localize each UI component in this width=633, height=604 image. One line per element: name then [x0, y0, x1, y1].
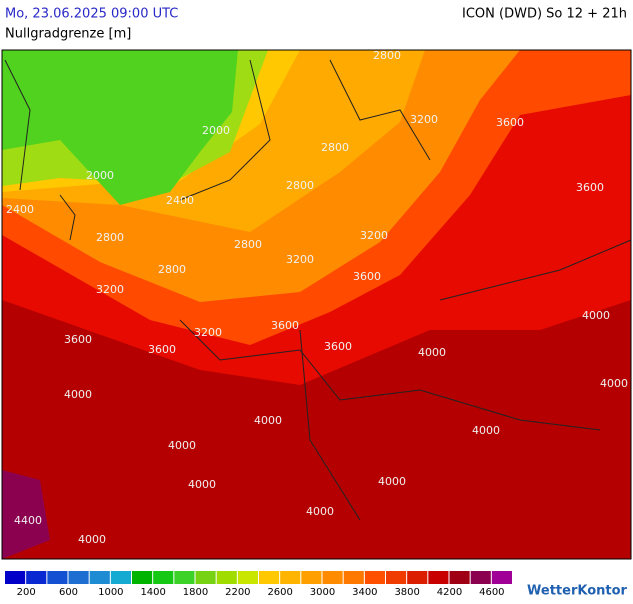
legend-label: 4600	[479, 587, 504, 598]
legend-swatch	[47, 571, 68, 584]
legend-label: 1000	[98, 587, 123, 598]
contour-label: 2800	[234, 238, 262, 251]
contour-label: 3600	[496, 116, 524, 129]
contour-label: 3600	[353, 270, 381, 283]
legend-swatch	[89, 571, 110, 584]
legend-swatch	[5, 571, 26, 584]
legend-swatch	[364, 571, 385, 584]
contour-label: 4000	[306, 505, 334, 518]
legend-label: 600	[59, 587, 78, 598]
contour-label: 2800	[286, 179, 314, 192]
legend-swatch	[132, 571, 153, 584]
contour-label: 2800	[373, 49, 401, 62]
legend-swatch	[153, 571, 174, 584]
map-frame	[1, 49, 632, 560]
legend-swatch	[216, 571, 237, 584]
region	[2, 50, 238, 205]
contour-label: 4000	[582, 309, 610, 322]
model-run: ICON (DWD) So 12 + 21h	[462, 7, 627, 22]
legend-swatch	[470, 571, 491, 584]
legend-label: 200	[17, 587, 36, 598]
contour-label: 4000	[600, 377, 628, 390]
legend-swatch	[174, 571, 195, 584]
legend-swatch	[68, 571, 89, 584]
legend-label: 1800	[183, 587, 208, 598]
legend-swatch	[280, 571, 301, 584]
parameter: Nullgradgrenze [m]	[5, 27, 131, 42]
contour-label: 4000	[418, 346, 446, 359]
legend-swatch	[343, 571, 364, 584]
legend-swatch	[386, 571, 407, 584]
legend-label: 3400	[352, 587, 377, 598]
contour-label: 2800	[96, 231, 124, 244]
legend-swatch	[195, 571, 216, 584]
map: 2000 2000 2400 2400 2800 2800 3200 3600 3600 3200…	[1, 49, 632, 560]
legend-swatch	[491, 571, 512, 584]
contour-label: 3200	[194, 326, 222, 339]
borders	[4, 59, 632, 521]
legend-label: 3000	[310, 587, 335, 598]
legend-label: 2600	[267, 587, 292, 598]
legend: 200 600 1000 1400 1800 2200 2600 3000 3400 3800 42…	[5, 571, 512, 598]
legend-swatch	[110, 571, 131, 584]
legend-label: 3800	[394, 587, 419, 598]
contour-label: 4000	[188, 478, 216, 491]
contour-label: 2400	[166, 194, 194, 207]
contour-label: 3600	[148, 343, 176, 356]
legend-label: 4200	[437, 587, 462, 598]
legend-label: 1400	[140, 587, 165, 598]
brand: WetterKontor	[527, 584, 628, 599]
contour-label: 2400	[6, 203, 34, 216]
contour-label: 2000	[86, 169, 114, 182]
contour-label: 3200	[96, 283, 124, 296]
contour-label: 3200	[286, 253, 314, 266]
region	[2, 470, 50, 559]
contour-label: 4000	[254, 414, 282, 427]
contour-label: 3200	[410, 113, 438, 126]
contour-label: 4000	[378, 475, 406, 488]
legend-swatch	[301, 571, 322, 584]
legend-swatch	[259, 571, 280, 584]
contour-label: 2800	[321, 141, 349, 154]
contour-label: 4000	[472, 424, 500, 437]
contour-label: 3600	[64, 333, 92, 346]
contour-label: 4000	[168, 439, 196, 452]
legend-swatch	[428, 571, 449, 584]
contour-label: 4000	[78, 533, 106, 546]
legend-swatch	[237, 571, 258, 584]
contour-label: 2000	[202, 124, 230, 137]
contour-label: 2800	[158, 263, 186, 276]
contour-label: 3600	[576, 181, 604, 194]
legend-swatch	[407, 571, 428, 584]
legend-swatch	[322, 571, 343, 584]
legend-swatch	[26, 571, 47, 584]
contour-label: 4000	[64, 388, 92, 401]
contour-label: 3600	[271, 319, 299, 332]
legend-swatch	[449, 571, 470, 584]
contour-label: 3200	[360, 229, 388, 242]
contour-label: 3600	[324, 340, 352, 353]
legend-label: 2200	[225, 587, 250, 598]
contour-label: 4400	[14, 514, 42, 527]
title: Mo, 23.06.2025 09:00 UTC	[5, 7, 178, 22]
